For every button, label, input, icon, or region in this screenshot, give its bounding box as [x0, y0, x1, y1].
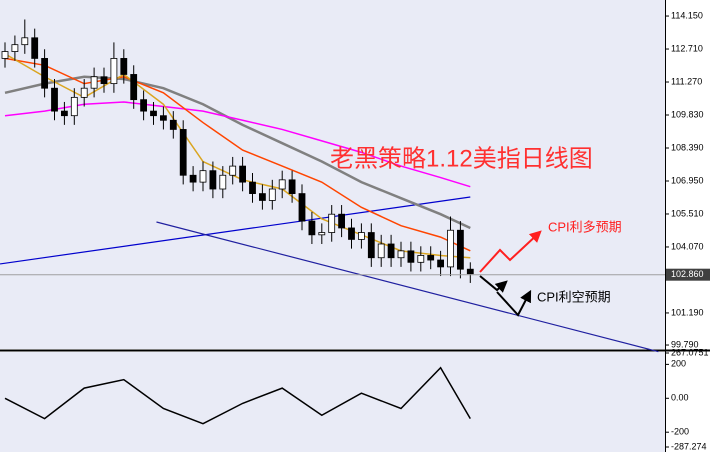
y-tick-label: 99.790	[671, 339, 699, 349]
candle-body	[100, 76, 108, 85]
candle-body	[189, 174, 197, 183]
candle-body	[447, 229, 454, 268]
y-tick-label: -200	[671, 427, 689, 437]
y-tick-label: 104.070	[671, 241, 704, 251]
candle-body	[357, 232, 365, 240]
candle-body	[318, 232, 326, 236]
candle-body	[150, 110, 157, 117]
candle-body	[377, 243, 385, 259]
candle-body	[239, 165, 247, 183]
trendline	[0, 196, 471, 265]
candle-body	[1, 51, 9, 59]
candle-body	[159, 115, 167, 121]
candle-body	[31, 37, 39, 59]
candle-body	[140, 99, 148, 112]
candle-body	[278, 179, 286, 190]
candle-body	[387, 243, 395, 259]
candle-body	[209, 170, 217, 190]
candle-body	[61, 110, 68, 117]
candle-body	[367, 232, 375, 259]
candle-body	[417, 255, 425, 263]
candle-body	[288, 179, 296, 194]
trendline	[156, 221, 659, 353]
candle-body	[90, 76, 98, 89]
y-tick-label: 101.190	[671, 307, 704, 317]
candle-body	[11, 44, 19, 52]
candle-body	[229, 165, 237, 176]
annotation: CPI利空预期	[537, 289, 611, 304]
y-tick-label: 106.950	[671, 175, 704, 185]
y-tick-label: 0.00	[671, 393, 689, 403]
y-tick-label: 114.150	[671, 10, 703, 20]
plot	[0, 19, 665, 425]
line-series	[4, 75, 471, 230]
arrow	[479, 230, 542, 273]
candle-body	[219, 174, 227, 190]
y-tick-label: -287.274	[671, 441, 707, 451]
candle-body	[169, 119, 177, 130]
candle-body	[41, 58, 48, 89]
candle-body	[466, 268, 474, 275]
candle-body	[249, 181, 256, 194]
candle-body	[120, 58, 128, 75]
y-tick-label: 112.710	[671, 43, 703, 53]
candle-body	[199, 170, 207, 183]
candle-body	[427, 255, 435, 261]
annotation: CPI利多预期	[548, 219, 622, 234]
candle-body	[338, 213, 346, 229]
y-tick-label: 111.270	[671, 76, 702, 86]
candle-body	[437, 259, 445, 268]
candle-body	[456, 229, 464, 270]
y-tick-label: 109.830	[671, 109, 704, 119]
candle-body	[179, 129, 187, 176]
candle-body	[110, 58, 118, 85]
candle-body	[258, 193, 266, 201]
candle-body	[348, 227, 355, 240]
candle-body	[268, 188, 276, 201]
candle-body	[328, 213, 336, 233]
chart-title: 老黑策略1.12美指日线图	[330, 145, 593, 172]
candle-body	[298, 193, 306, 222]
arrow	[479, 275, 508, 293]
y-tick-label: 108.390	[671, 142, 704, 152]
last-price-box	[666, 268, 710, 281]
candle-body	[407, 250, 415, 263]
candle-body	[70, 96, 78, 117]
candle-body	[80, 87, 88, 98]
candle-body	[308, 220, 316, 236]
candle-body	[51, 87, 58, 112]
candle-body	[130, 74, 138, 101]
sub-panel	[0, 352, 665, 452]
line-series	[4, 366, 471, 425]
arrow	[496, 289, 532, 317]
candle-body	[397, 250, 405, 259]
last-price-label: 102.860	[671, 269, 704, 279]
y-tick-label: 200	[671, 359, 686, 369]
candle-body	[21, 37, 29, 46]
y-tick-label: 105.510	[671, 208, 704, 218]
y-tick-label: 267.0751	[671, 347, 709, 357]
